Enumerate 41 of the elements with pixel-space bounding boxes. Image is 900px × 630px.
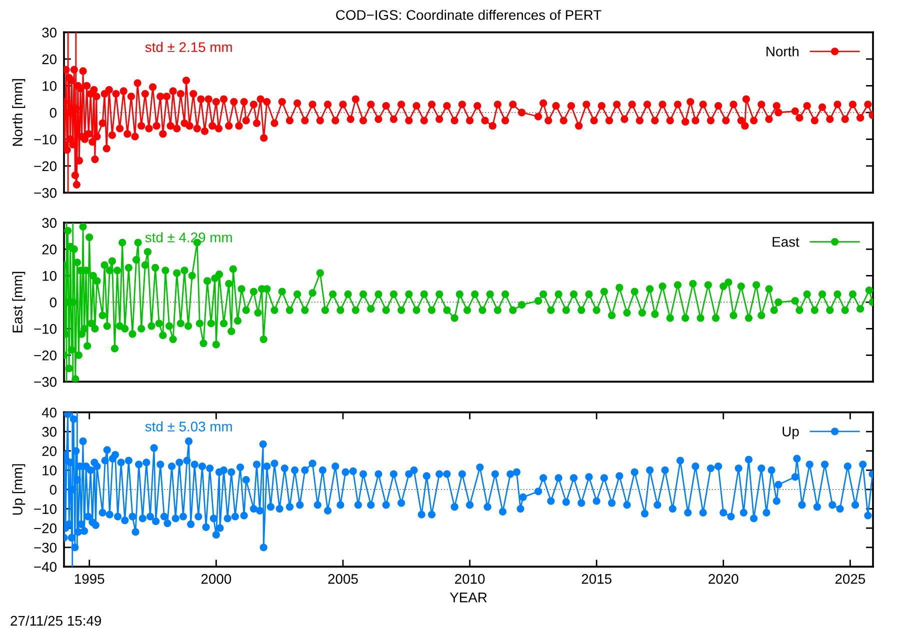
legend-label: North <box>766 46 798 56</box>
y-tick-label: −30 <box>34 377 57 387</box>
y-tick-label: −20 <box>34 523 57 534</box>
y-tick-label: −30 <box>34 188 57 198</box>
y-tick-label: −10 <box>34 134 57 144</box>
text: 27/11/25 15:49 <box>10 616 101 626</box>
y-tick-label: −30 <box>34 542 57 553</box>
y-tick-label: 0 <box>50 108 57 118</box>
x-tick-label: 2005 <box>328 574 358 584</box>
y-tick-label: 20 <box>42 446 57 456</box>
y-tick-label: −10 <box>34 324 57 334</box>
chart-title: COD−IGS: Coordinate differences of PERT <box>336 10 602 20</box>
x-tick-label: 1995 <box>74 574 104 584</box>
x-tick-label: 2020 <box>708 574 738 584</box>
x-axis-title: YEAR <box>450 592 487 602</box>
y-axis-title: East [mm] <box>12 272 26 332</box>
y-tick-label: 20 <box>42 54 57 64</box>
legend-label: Up <box>782 426 799 440</box>
y-tick-label: 0 <box>50 298 57 308</box>
y-tick-label: −20 <box>34 161 57 172</box>
x-tick-label: 2025 <box>835 574 866 584</box>
legend-label: East <box>772 237 800 247</box>
y-tick-label: −20 <box>34 350 57 360</box>
y-tick-label: −10 <box>34 504 57 514</box>
y-tick-label: 30 <box>42 218 57 228</box>
x-tick-label: 2015 <box>582 574 612 584</box>
y-tick-label: −40 <box>34 562 57 572</box>
y-axis-title: North [mm] <box>12 79 26 146</box>
y-tick-label: 10 <box>42 81 57 91</box>
y-tick-label: 30 <box>42 426 57 437</box>
y-tick-label: 40 <box>42 408 57 418</box>
y-axis-title: Up [mm] <box>12 464 26 515</box>
y-tick-label: 20 <box>42 244 57 254</box>
x-tick-label: 2010 <box>455 574 485 584</box>
x-tick-label: 2000 <box>201 574 232 584</box>
annotation: std ± 5.03 mm <box>145 421 232 432</box>
y-tick-label: 30 <box>42 28 57 38</box>
annotation: std ± 2.15 mm <box>145 42 232 52</box>
y-tick-label: 10 <box>42 466 57 476</box>
y-tick-label: 0 <box>50 484 57 495</box>
y-tick-label: 10 <box>42 271 57 281</box>
